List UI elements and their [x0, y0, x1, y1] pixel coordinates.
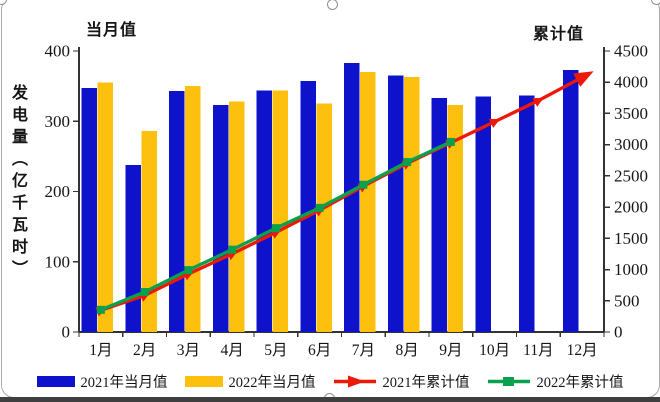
legend: 2021年当月值 2022年当月值 2021年累计值 2022年累计值	[0, 371, 660, 392]
legend-item-2022-monthly: 2022年当月值	[184, 371, 316, 392]
left-axis-tick-label: 300	[45, 112, 71, 131]
bar-2022年当月值-5月	[272, 90, 288, 332]
legend-line-glyph	[487, 377, 530, 386]
bar-2021年当月值-7月	[344, 62, 360, 332]
right-axis-tick-label: 4000	[614, 73, 648, 92]
bar-2022年当月值-8月	[403, 76, 420, 333]
x-axis-label: 2月	[133, 342, 156, 359]
bar-2022年当月值-2月	[141, 131, 157, 332]
x-axis-label: 12月	[567, 342, 598, 359]
x-axis-label: 8月	[395, 342, 418, 359]
bar-2021年当月值-8月	[387, 75, 404, 333]
legend-label-2022-cumulative: 2022年累计值	[536, 375, 624, 391]
legend-label-2022-monthly: 2022年当月值	[228, 375, 316, 391]
marker-2022年累计值-7月	[359, 180, 368, 189]
x-axis-label: 3月	[177, 342, 200, 359]
left-axis-tick-label: 200	[45, 182, 71, 201]
marker-2022年累计值-3月	[184, 266, 193, 275]
right-axis-tick-label: 1500	[614, 229, 648, 248]
marker-2022年累计值-2月	[140, 287, 149, 296]
window-bottom-edge	[0, 397, 660, 402]
right-axis-tick-label: 3500	[614, 104, 648, 123]
resize-handle-top-right[interactable]	[651, 0, 660, 5]
right-axis-tick-label: 3000	[614, 135, 648, 154]
marker-2022年累计值-5月	[271, 224, 280, 233]
left-axis-tick-label: 0	[62, 323, 71, 342]
x-axis-label: 7月	[352, 342, 375, 359]
bar-2022年当月值-4月	[228, 101, 245, 332]
legend-label-2021-cumulative: 2021年累计值	[382, 375, 470, 391]
bar-2021年当月值-9月	[431, 98, 447, 332]
legend-swatch-2021-monthly	[36, 376, 75, 387]
bar-2022年当月值-9月	[447, 105, 463, 332]
bar-2022年当月值-6月	[316, 103, 332, 332]
legend-swatch-2021-cumulative	[333, 375, 377, 388]
legend-swatch-2022-monthly	[184, 376, 223, 387]
bar-2021年当月值-11月	[519, 95, 535, 332]
right-axis-tick-label: 4500	[614, 42, 648, 61]
legend-line-glyph	[333, 375, 376, 388]
left-axis-tick-label: 100	[45, 252, 71, 271]
bar-2022年当月值-7月	[360, 72, 376, 332]
arrow-end-2021年累计值	[573, 71, 594, 87]
x-axis-label: 5月	[264, 342, 287, 359]
right-axis-tick-label: 2500	[614, 166, 648, 185]
y-axis-label: 发电量（亿千瓦时）	[9, 84, 26, 282]
right-axis-tick-label: 500	[614, 291, 640, 310]
legend-item-2021-cumulative: 2021年累计值	[333, 371, 470, 392]
bar-2021年当月值-1月	[81, 88, 97, 332]
bar-2021年当月值-3月	[169, 91, 185, 332]
left-axis-tick-label: 400	[45, 42, 71, 61]
bar-2021年当月值-5月	[256, 90, 272, 332]
legend-item-2021-monthly: 2021年当月值	[36, 371, 168, 392]
marker-2022年累计值-9月	[446, 137, 455, 146]
left-axis-title: 当月值	[86, 22, 138, 39]
bar-2021年当月值-4月	[212, 105, 229, 332]
x-axis-label: 10月	[479, 342, 510, 359]
bar-2021年当月值-2月	[125, 164, 141, 332]
marker-2021年累计值-10月	[488, 118, 501, 128]
legend-item-2022-cumulative: 2022年累计值	[487, 371, 624, 392]
marker-2022年累计值-8月	[403, 158, 412, 167]
legend-label-2021-monthly: 2021年当月值	[80, 375, 168, 391]
x-axis-label: 4月	[220, 342, 243, 359]
resize-handle-top-center[interactable]	[327, 0, 338, 10]
bar-2021年当月值-12月	[562, 69, 579, 332]
right-axis-tick-label: 1000	[614, 260, 648, 279]
marker-2021年累计值-11月	[532, 97, 544, 107]
x-axis-label: 1月	[89, 342, 112, 359]
right-axis-tick-label: 2000	[614, 198, 648, 217]
bar-2021年当月值-10月	[475, 96, 491, 332]
x-axis-label: 9月	[439, 342, 462, 359]
x-axis-label: 11月	[523, 342, 553, 359]
marker-2022年累计值-4月	[228, 245, 237, 254]
bar-2022年当月值-3月	[185, 86, 201, 332]
legend-swatch-2022-cumulative	[487, 375, 531, 388]
right-axis-title: 累计值	[533, 26, 585, 43]
right-axis-tick-label: 0	[614, 323, 623, 342]
x-axis-label: 6月	[308, 342, 331, 359]
bar-2022年当月值-1月	[97, 82, 113, 332]
marker-2022年累计值-6月	[315, 203, 324, 212]
marker-2022年累计值-1月	[96, 305, 105, 314]
bar-2021年当月值-6月	[300, 81, 316, 333]
